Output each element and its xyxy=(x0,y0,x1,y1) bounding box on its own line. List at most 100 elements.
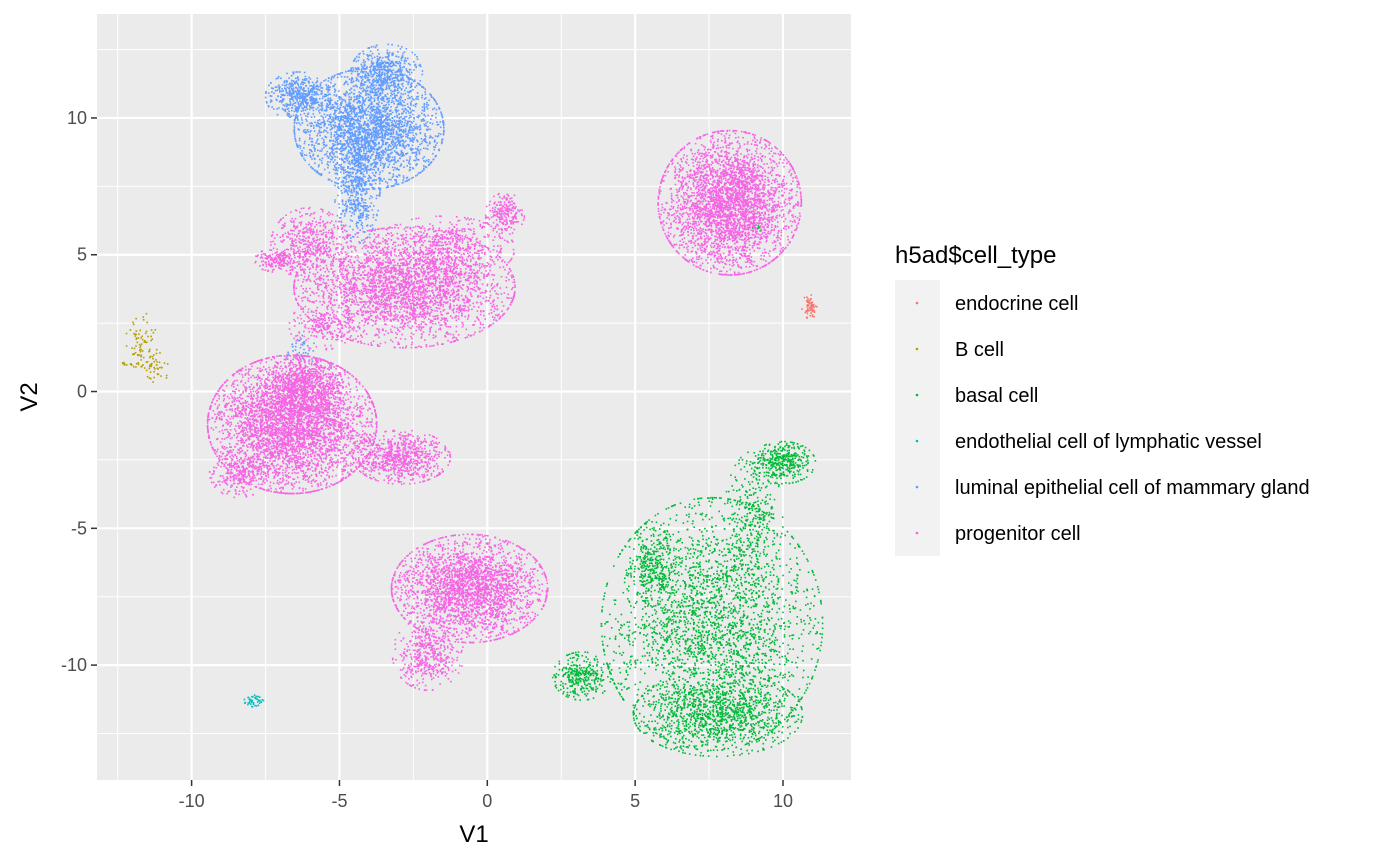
data-point xyxy=(668,732,671,735)
data-point xyxy=(773,537,776,539)
data-point xyxy=(665,637,668,639)
data-point xyxy=(791,661,793,663)
data-point xyxy=(710,567,713,569)
data-point xyxy=(718,612,721,615)
data-point xyxy=(665,537,667,539)
data-point xyxy=(669,636,671,638)
data-point xyxy=(779,645,781,648)
data-point xyxy=(163,362,166,364)
data-point xyxy=(702,518,704,521)
data-point xyxy=(740,565,743,567)
data-point xyxy=(724,626,726,628)
data-point xyxy=(662,547,665,550)
data-point xyxy=(750,593,753,595)
data-point xyxy=(699,713,701,716)
data-point xyxy=(643,564,645,566)
data-point xyxy=(729,714,731,717)
data-point xyxy=(668,690,670,693)
data-point xyxy=(643,561,645,564)
data-point xyxy=(791,634,793,637)
data-point xyxy=(732,565,735,568)
data-point xyxy=(732,731,735,734)
data-point xyxy=(684,623,686,626)
data-point xyxy=(690,537,693,539)
data-point xyxy=(747,481,750,483)
data-point xyxy=(589,667,592,670)
data-point xyxy=(603,690,606,692)
data-point xyxy=(741,692,743,694)
data-point xyxy=(779,446,781,449)
data-point xyxy=(642,616,644,618)
data-point xyxy=(629,557,632,559)
data-point xyxy=(659,680,662,682)
data-point xyxy=(608,666,610,668)
data-point xyxy=(770,650,772,653)
data-point xyxy=(761,662,764,664)
data-point xyxy=(755,474,758,476)
data-point xyxy=(770,677,772,679)
data-point xyxy=(700,701,702,703)
data-point xyxy=(749,714,751,716)
data-point xyxy=(639,576,641,578)
data-point xyxy=(778,558,781,560)
data-point xyxy=(754,636,756,638)
data-point xyxy=(697,629,700,632)
data-point xyxy=(744,601,747,604)
data-point xyxy=(644,569,647,572)
data-point xyxy=(606,662,608,665)
data-point xyxy=(661,724,664,727)
data-point xyxy=(757,539,760,542)
data-point xyxy=(630,655,632,658)
data-point xyxy=(671,703,673,706)
data-point xyxy=(153,370,155,373)
data-point xyxy=(606,645,609,647)
data-point xyxy=(762,464,764,467)
data-point xyxy=(618,691,620,694)
data-point xyxy=(720,677,722,680)
data-point xyxy=(739,726,742,728)
data-point xyxy=(810,602,812,605)
data-point xyxy=(696,696,698,699)
data-point xyxy=(728,498,730,500)
data-point xyxy=(654,514,657,517)
data-point xyxy=(663,574,666,576)
data-point xyxy=(625,671,628,673)
data-point xyxy=(700,662,703,665)
data-point xyxy=(719,723,722,725)
data-point xyxy=(743,679,745,681)
data-point xyxy=(602,671,604,674)
data-point xyxy=(146,375,149,378)
data-point xyxy=(637,567,639,570)
data-point xyxy=(709,544,712,547)
data-point xyxy=(689,548,692,550)
data-point xyxy=(712,692,714,695)
data-point xyxy=(644,546,647,548)
data-point xyxy=(572,657,574,659)
data-point xyxy=(709,700,712,703)
data-point xyxy=(706,530,708,532)
data-point xyxy=(807,462,809,465)
data-point xyxy=(620,613,623,616)
data-point xyxy=(735,610,737,613)
data-point xyxy=(775,462,778,465)
data-point xyxy=(745,588,748,590)
data-point xyxy=(601,609,603,611)
data-point xyxy=(689,697,691,700)
data-point xyxy=(670,709,673,712)
data-point xyxy=(572,691,574,693)
data-point xyxy=(670,633,673,635)
data-point xyxy=(676,658,679,660)
data-point xyxy=(721,634,724,637)
data-point xyxy=(698,652,701,654)
data-point xyxy=(730,720,733,722)
data-point xyxy=(684,652,687,655)
data-point xyxy=(737,652,740,655)
data-point xyxy=(731,505,734,508)
data-point xyxy=(689,674,692,676)
data-point xyxy=(765,576,767,578)
data-point xyxy=(677,719,680,721)
data-point xyxy=(656,564,658,566)
data-point xyxy=(739,714,742,716)
data-point xyxy=(660,637,662,639)
data-point xyxy=(554,665,556,668)
